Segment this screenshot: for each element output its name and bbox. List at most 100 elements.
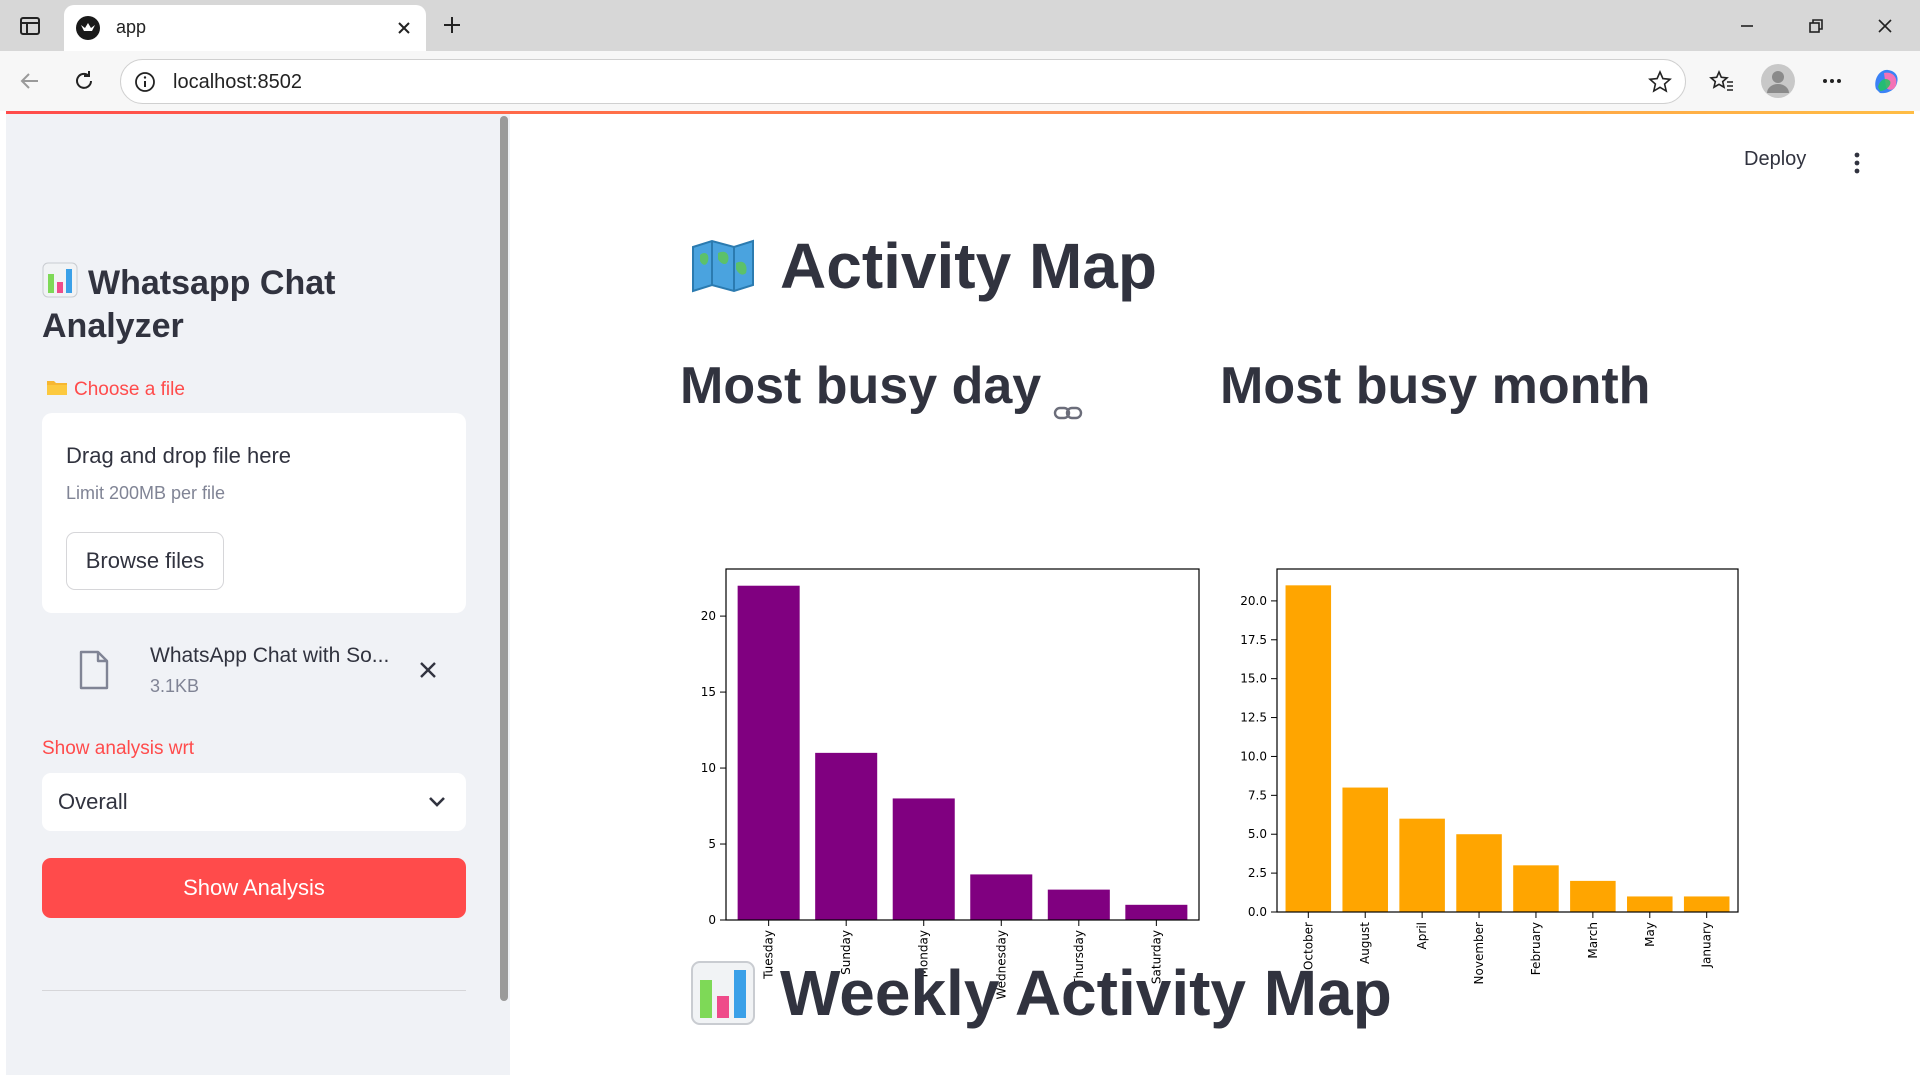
- tab-title: app: [116, 17, 147, 37]
- reload-icon[interactable]: [66, 63, 102, 99]
- sidebar: Whatsapp Chat Analyzer Choose a file Dra…: [6, 114, 510, 1075]
- weekly-activity-title: Weekly Activity Map: [780, 957, 1392, 1029]
- x-tick-label: April: [1415, 922, 1429, 949]
- minimize-icon[interactable]: [1724, 10, 1770, 42]
- x-tick-label: March: [1586, 922, 1600, 959]
- copilot-icon[interactable]: [1868, 63, 1904, 99]
- url-text[interactable]: localhost:8502: [173, 71, 302, 93]
- x-tick-label: November: [1472, 922, 1486, 984]
- file-uploader-label: Choose a file: [46, 378, 185, 402]
- new-tab-icon[interactable]: [436, 9, 468, 41]
- bar-february: [1513, 865, 1559, 912]
- x-tick-label: Saturday: [1149, 930, 1163, 984]
- bar-january: [1683, 896, 1730, 912]
- x-tick-label: Wednesday: [994, 930, 1008, 999]
- uploaded-file-size: 3.1KB: [150, 676, 200, 696]
- activity-map-title: Activity Map: [780, 230, 1157, 302]
- bar-october: [1285, 585, 1332, 912]
- uploaded-file-item: WhatsApp Chat with So... 3.1KB: [42, 634, 466, 704]
- activity-map-heading: Activity Map: [690, 229, 1157, 303]
- browse-files-button[interactable]: Browse files: [66, 532, 224, 590]
- x-tick-label: October: [1301, 922, 1315, 970]
- favorite-star-icon[interactable]: [1647, 69, 1673, 95]
- sidebar-scrollbar[interactable]: [500, 116, 508, 1001]
- y-tick-label: 12.5: [1240, 711, 1267, 725]
- y-tick-label: 7.5: [1248, 788, 1267, 802]
- y-tick-label: 10.0: [1240, 749, 1267, 763]
- bar-chart-emoji-icon: [690, 960, 756, 1026]
- address-bar[interactable]: localhost:8502: [120, 59, 1686, 104]
- y-tick-label: 20: [701, 609, 716, 623]
- bar-saturday: [1125, 904, 1188, 920]
- bar-wednesday: [970, 874, 1033, 920]
- plot-frame: [725, 568, 1200, 921]
- tab-actions-icon[interactable]: [14, 10, 46, 42]
- plot-frame: [1276, 568, 1739, 913]
- most-busy-month-heading: Most busy month: [1220, 356, 1650, 416]
- bar-thursday: [1047, 889, 1110, 920]
- close-tab-icon[interactable]: [390, 14, 418, 42]
- link-icon[interactable]: [1053, 376, 1083, 420]
- x-tick-label: Thursday: [1072, 930, 1086, 987]
- y-tick-label: 0: [708, 913, 716, 927]
- close-window-icon[interactable]: [1862, 10, 1908, 42]
- kebab-menu-icon[interactable]: [1844, 150, 1870, 176]
- y-tick-label: 2.5: [1248, 866, 1267, 880]
- y-tick-label: 20.0: [1240, 594, 1267, 608]
- y-tick-label: 5: [708, 837, 716, 851]
- y-tick-label: 10: [701, 761, 716, 775]
- browser-toolbar: localhost:8502: [0, 51, 1920, 111]
- y-tick-label: 15.0: [1240, 672, 1267, 686]
- x-tick-label: Tuesday: [762, 930, 776, 980]
- x-tick-label: Monday: [917, 930, 931, 977]
- sidebar-divider: [42, 990, 466, 991]
- y-tick-label: 5.0: [1248, 827, 1267, 841]
- bar-tuesday: [737, 585, 800, 920]
- file-dropzone[interactable]: Drag and drop file here Limit 200MB per …: [42, 413, 466, 613]
- chevron-down-icon: [426, 791, 448, 813]
- x-tick-label: Sunday: [839, 930, 853, 975]
- most-busy-month-title: Most busy month: [1220, 357, 1651, 415]
- more-options-icon[interactable]: [1814, 63, 1850, 99]
- file-icon: [78, 650, 110, 690]
- bar-sunday: [815, 752, 878, 920]
- bar-april: [1399, 818, 1445, 912]
- analysis-user-select[interactable]: Overall: [42, 773, 466, 831]
- bar-chart-emoji-icon: [42, 262, 78, 298]
- dropzone-title: Drag and drop file here: [66, 443, 292, 468]
- world-map-emoji-icon: [690, 233, 756, 299]
- restore-icon[interactable]: [1793, 10, 1839, 42]
- x-tick-label: May: [1643, 922, 1657, 947]
- most-busy-month-chart: 0.0 2.5 5.0 7.5 10.0 12.5 15.0 17.5 20.0 October A…: [1240, 568, 1739, 984]
- bar-november: [1456, 834, 1502, 912]
- profile-avatar-icon[interactable]: [1758, 61, 1798, 101]
- select-label: Show analysis wrt: [42, 738, 195, 759]
- most-busy-day-title: Most busy day: [680, 357, 1042, 415]
- y-tick-label: 0.0: [1248, 905, 1267, 919]
- main-content: Deploy Activity Map Most busy day Most b…: [510, 114, 1914, 1075]
- x-tick-label: August: [1358, 922, 1372, 964]
- browser-tab[interactable]: app: [64, 5, 426, 51]
- site-info-icon[interactable]: [133, 70, 157, 94]
- favorites-icon[interactable]: [1704, 63, 1740, 99]
- y-tick-label: 17.5: [1240, 633, 1267, 647]
- most-busy-day-chart: 0 5 10 15 20 Tuesday Sunday Monday Wednesday Thur…: [701, 568, 1200, 999]
- browser-tab-strip: app: [0, 0, 1920, 51]
- app-loading-bar: [6, 111, 1914, 114]
- bar-monday: [892, 798, 955, 920]
- remove-file-icon[interactable]: [412, 654, 444, 686]
- show-analysis-button[interactable]: Show Analysis: [42, 858, 466, 918]
- bar-may: [1627, 896, 1673, 912]
- bar-august: [1342, 787, 1388, 912]
- streamlit-crown-icon: [76, 16, 100, 40]
- file-uploader-label-text: Choose a file: [74, 379, 185, 400]
- y-tick-label: 15: [701, 685, 716, 699]
- bar-march: [1570, 880, 1616, 912]
- uploaded-file-name: WhatsApp Chat with So...: [150, 644, 390, 667]
- back-arrow-icon[interactable]: [12, 63, 48, 99]
- x-tick-label: January: [1700, 922, 1714, 969]
- deploy-button[interactable]: Deploy: [1744, 148, 1807, 170]
- app-title: Whatsapp Chat Analyzer: [42, 262, 462, 348]
- app-title-text: Whatsapp Chat Analyzer: [42, 264, 336, 345]
- folder-icon: [46, 378, 68, 402]
